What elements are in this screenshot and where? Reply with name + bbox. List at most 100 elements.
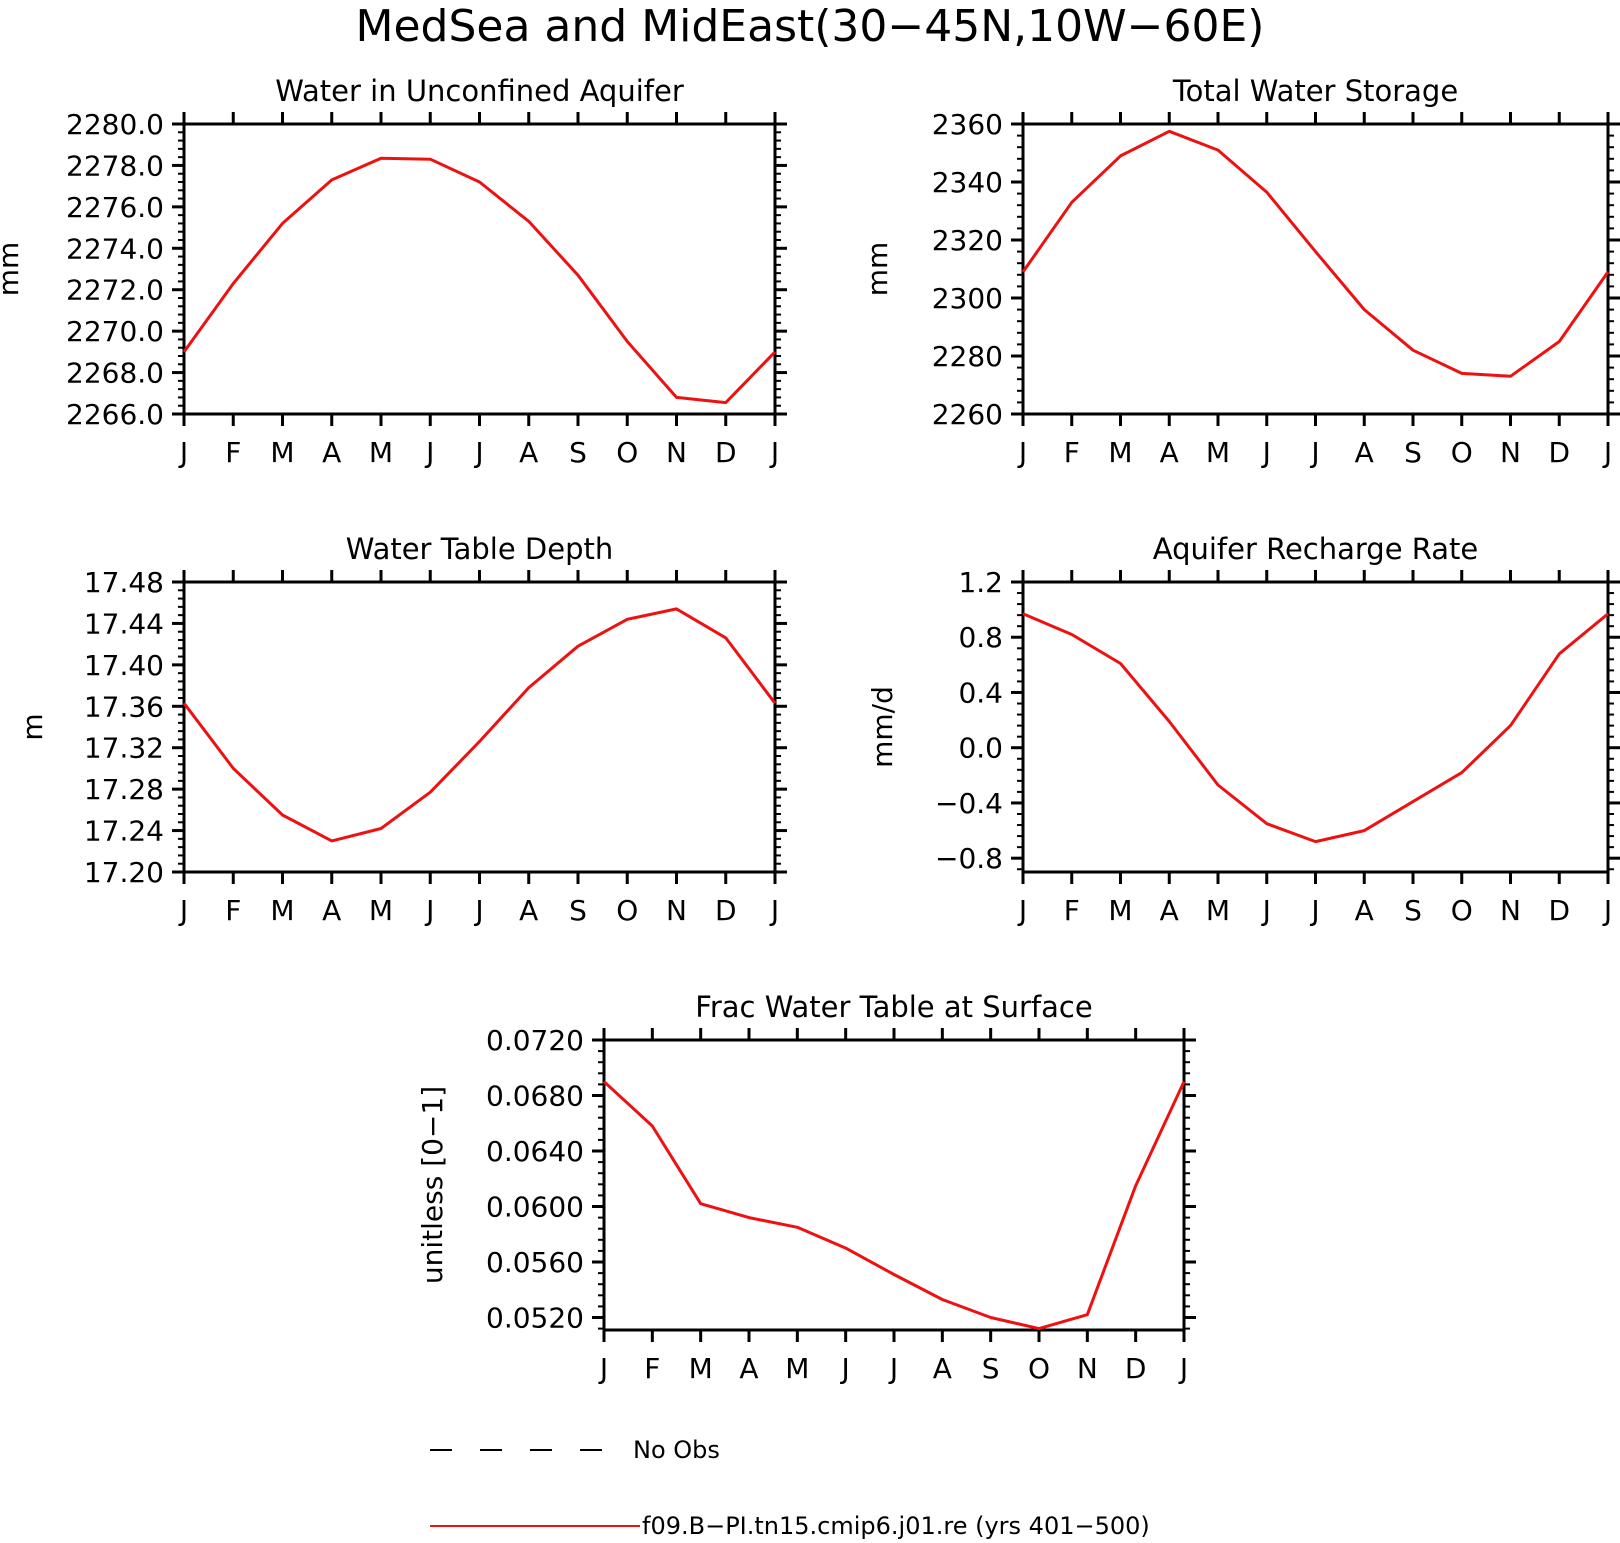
series-line (182, 156, 777, 405)
panel-title: Water Table Depth (346, 532, 614, 566)
x-tick-label: M (1206, 436, 1230, 469)
panel-2: J F M A M J J A S O N D J226022802300232023402360Tot… (861, 74, 1620, 469)
x-tick-label: F (644, 1352, 660, 1385)
x-tick-label: M (1206, 894, 1230, 927)
y-tick-label: 17.44 (84, 607, 164, 640)
x-tick-label: O (1451, 436, 1473, 469)
y-axis-label: mm (0, 242, 25, 297)
x-tick-label: M (270, 894, 294, 927)
plot-frame (182, 122, 777, 416)
y-tick-label: −0.8 (935, 842, 1003, 875)
y-tick-label: 2340 (932, 166, 1003, 199)
y-tick-label: 1.2 (958, 566, 1003, 599)
x-tick-label: A (739, 1352, 758, 1385)
x-tick-label: A (1160, 436, 1179, 469)
x-tick-label: J (1178, 1352, 1188, 1385)
panel-3: J F M A M J J A S O N D J17.2017.2417.2817.3217.3617… (16, 532, 787, 927)
x-tick-label: S (1404, 894, 1422, 927)
y-tick-label: 17.20 (84, 856, 164, 889)
x-tick-label: J (424, 894, 434, 927)
x-tick-label: A (1355, 894, 1374, 927)
x-tick-label: O (1028, 1352, 1050, 1385)
y-axis-label: unitless [0−1] (416, 1086, 449, 1284)
x-tick-label: F (225, 436, 241, 469)
legend-label-model: f09.B−PI.tn15.cmip6.j01.re (yrs 401−500) (642, 1512, 1150, 1540)
x-tick-label: D (1125, 1352, 1147, 1385)
x-tick-label: M (1108, 436, 1132, 469)
x-tick-label: J (1261, 894, 1271, 927)
x-tick-label: D (1548, 436, 1570, 469)
y-tick-label: 2272.0 (66, 274, 164, 307)
x-tick-label: J (1017, 894, 1027, 927)
y-tick-label: 2260 (932, 398, 1003, 431)
x-tick-label: A (322, 436, 341, 469)
panel-4: J F M A M J J A S O N D J−0.8−0.40.00.40.81.2Aquifer… (866, 532, 1620, 927)
x-tick-label: J (888, 1352, 898, 1385)
x-tick-label: A (519, 894, 538, 927)
x-tick-label: J (473, 894, 483, 927)
x-tick-label: J (1602, 436, 1612, 469)
y-tick-label: 2280 (932, 340, 1003, 373)
y-tick-label: 2300 (932, 282, 1003, 315)
y-tick-label: 2276.0 (66, 191, 164, 224)
x-tick-label: O (616, 436, 638, 469)
legend-label-no-obs: No Obs (633, 1436, 720, 1464)
x-tick-label: S (569, 894, 587, 927)
y-tick-label: 2320 (932, 224, 1003, 257)
plot-frame (1021, 580, 1610, 874)
series-line (182, 607, 777, 843)
series-line (1021, 129, 1610, 378)
x-tick-label: S (569, 436, 587, 469)
x-tick-label: D (1548, 894, 1570, 927)
y-tick-label: 17.28 (84, 773, 164, 806)
panel-title: Aquifer Recharge Rate (1153, 532, 1479, 566)
figure-title: MedSea and MidEast(30−45N,10W−60E) (356, 1, 1265, 52)
x-tick-label: J (1017, 436, 1027, 469)
x-tick-label: J (473, 436, 483, 469)
y-tick-label: 2268.0 (66, 357, 164, 390)
y-tick-label: 2270.0 (66, 315, 164, 348)
panel-title: Frac Water Table at Surface (695, 990, 1092, 1024)
x-tick-label: M (785, 1352, 809, 1385)
x-tick-label: D (715, 894, 737, 927)
x-tick-label: A (519, 436, 538, 469)
y-tick-label: 0.0640 (486, 1135, 584, 1168)
x-tick-label: J (1602, 894, 1612, 927)
y-tick-label: 2274.0 (66, 232, 164, 265)
x-tick-label: F (225, 894, 241, 927)
x-tick-label: F (1064, 894, 1080, 927)
y-tick-label: 0.4 (958, 676, 1003, 709)
y-tick-label: 0.0520 (486, 1302, 584, 1335)
x-tick-label: A (322, 894, 341, 927)
y-tick-label: −0.4 (935, 787, 1003, 820)
x-tick-label: N (1077, 1352, 1098, 1385)
y-tick-label: 0.0 (958, 732, 1003, 765)
x-tick-label: N (666, 436, 687, 469)
y-tick-label: 0.0680 (486, 1080, 584, 1113)
x-tick-label: N (1500, 894, 1521, 927)
x-tick-label: J (424, 436, 434, 469)
y-tick-label: 17.40 (84, 649, 164, 682)
panels: J F M A M J J A S O N D J2266.02268.02270.02272.0227… (0, 74, 1620, 1385)
x-tick-label: N (666, 894, 687, 927)
y-tick-label: 0.0560 (486, 1246, 584, 1279)
x-tick-label: S (1404, 436, 1422, 469)
y-tick-label: 2280.0 (66, 108, 164, 141)
y-tick-label: 17.24 (84, 815, 164, 848)
x-tick-label: J (840, 1352, 850, 1385)
y-tick-label: 17.32 (84, 732, 164, 765)
x-tick-label: O (1451, 894, 1473, 927)
x-tick-label: J (178, 436, 188, 469)
y-tick-label: 0.0720 (486, 1024, 584, 1057)
x-tick-label: J (178, 894, 188, 927)
x-tick-label: S (982, 1352, 1000, 1385)
panel-title: Total Water Storage (1172, 74, 1458, 108)
x-tick-label: M (369, 894, 393, 927)
y-tick-label: 17.36 (84, 690, 164, 723)
x-tick-label: F (1064, 436, 1080, 469)
x-tick-label: J (1309, 894, 1319, 927)
y-tick-label: 2360 (932, 108, 1003, 141)
x-tick-label: A (933, 1352, 952, 1385)
y-tick-label: 0.0600 (486, 1191, 584, 1224)
